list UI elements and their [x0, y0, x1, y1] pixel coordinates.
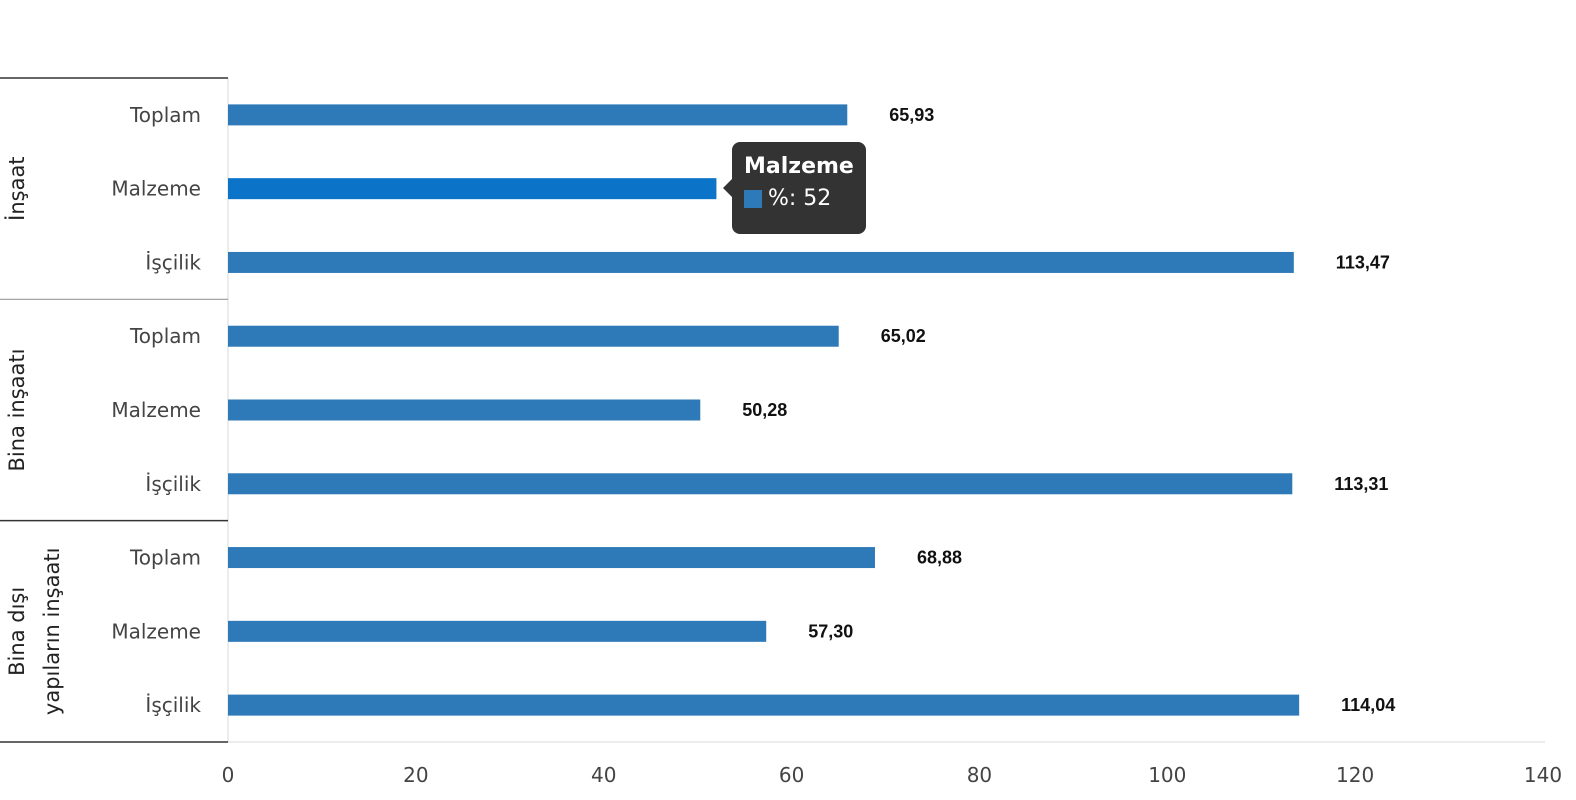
x-tick-label: 20 [403, 763, 428, 787]
data-label: 50,28 [742, 400, 787, 420]
x-tick-label: 100 [1148, 763, 1186, 787]
x-tick-label: 0 [222, 763, 235, 787]
group-label: yapıların inşaatı [40, 548, 64, 716]
tooltip-value: %: 52 [768, 186, 832, 211]
category-label: Toplam [129, 103, 201, 127]
bar [228, 251, 1294, 273]
category-label: Toplam [129, 324, 201, 348]
data-label: 68,88 [917, 548, 962, 568]
bar [228, 694, 1300, 716]
data-label: 113,47 [1336, 252, 1390, 272]
category-label: İşçilik [145, 250, 201, 274]
tooltip: Malzeme %: 52 [723, 142, 866, 234]
category-label: İşçilik [145, 693, 201, 717]
data-label: 57,30 [808, 621, 853, 641]
category-label: Malzeme [111, 398, 201, 422]
x-tick-label: 140 [1524, 763, 1562, 787]
bar [228, 620, 767, 642]
x-tick-label: 80 [967, 763, 992, 787]
data-label: 113,31 [1334, 474, 1388, 494]
category-label: İşçilik [145, 472, 201, 496]
x-tick-label: 120 [1336, 763, 1374, 787]
bar [228, 547, 875, 569]
category-label: Malzeme [111, 619, 201, 643]
group-label: Bina dışı [5, 587, 29, 676]
bar [228, 399, 701, 421]
x-tick-label: 60 [779, 763, 804, 787]
category-label: Toplam [129, 546, 201, 570]
tooltip-swatch [744, 190, 762, 208]
tooltip-row: %: 52 [744, 188, 854, 210]
bar-highlighted [228, 178, 717, 200]
bar [228, 104, 848, 126]
x-tick-label: 40 [591, 763, 616, 787]
bar [228, 325, 839, 347]
category-label: Malzeme [111, 177, 201, 201]
data-label: 65,02 [881, 326, 926, 346]
data-label: 65,93 [889, 105, 934, 125]
group-label: İnşaat [4, 156, 29, 220]
group-label: Bina inşaatı [5, 349, 29, 472]
tooltip-title: Malzeme [744, 154, 854, 179]
data-label: 114,04 [1341, 695, 1395, 715]
bar [228, 473, 1293, 495]
